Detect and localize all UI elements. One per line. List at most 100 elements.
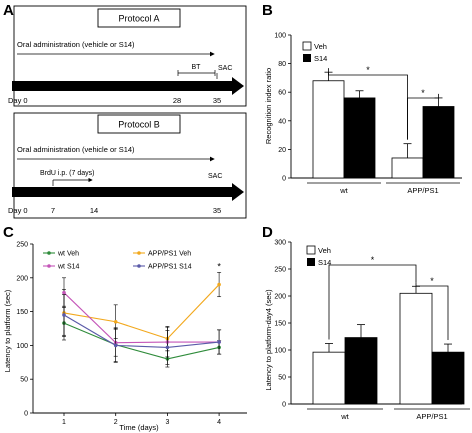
series-app-ps1-s14-point <box>165 345 170 350</box>
sig-app-bracket <box>415 282 449 341</box>
y-tick-label: 150 <box>16 309 28 316</box>
legend-s14-label: S14 <box>318 258 331 267</box>
protocol-a-sac-label: SAC <box>218 65 232 72</box>
bar-s14-app-ps1 <box>431 351 465 405</box>
legend-label: APP/PS1 S14 <box>148 264 192 271</box>
legend-label: wt Veh <box>57 251 79 258</box>
bar-veh-wt <box>312 80 345 179</box>
protocol-a-day35: 35 <box>213 96 221 105</box>
legend-s14-swatch <box>307 258 315 266</box>
protocol-b-day0: Day 0 <box>8 206 28 215</box>
protocol-a-day0: Day 0 <box>8 96 28 105</box>
protocol-b-day35: 35 <box>213 206 221 215</box>
sig-veh-bracket <box>328 264 417 340</box>
series-wt-veh-line <box>63 322 220 360</box>
y-tick-label: 20 <box>278 147 286 154</box>
y-tick-label: 0 <box>282 402 286 409</box>
series-app-ps1-veh-line <box>63 284 220 340</box>
legend-label: APP/PS1 Veh <box>148 251 191 258</box>
x-category-label: APP/PS1 <box>407 186 438 195</box>
series-app-ps1-s14-point <box>62 313 66 317</box>
legend-veh-label: Veh <box>314 42 327 51</box>
protocol-a-title: Protocol A <box>118 14 159 24</box>
bar-veh-app-ps1 <box>391 157 424 179</box>
chart-d: Latency to platform-day4 (sec) Veh S14 0… <box>264 240 470 421</box>
x-category-label: wt <box>339 186 348 195</box>
chart-b: Recognition index ratio Veh S14 0 20 40 60 8… <box>264 33 462 195</box>
legend-veh-swatch <box>302 41 312 51</box>
x-category-label: wt <box>340 412 349 421</box>
panel-label-b: B <box>262 2 273 19</box>
protocol-b-sac-label: SAC <box>208 173 222 180</box>
protocol-b-title-box <box>97 114 181 134</box>
protocol-a-timeline <box>12 77 244 95</box>
protocol-b: Protocol B Oral administration (vehicle … <box>8 112 247 219</box>
y-tick-label: 250 <box>274 267 286 274</box>
y-tick-label: 100 <box>274 33 286 40</box>
panel-label-a: A <box>3 2 14 19</box>
x-tick-label: 4 <box>217 419 221 426</box>
legend-label: wt S14 <box>57 264 80 271</box>
chart-d-ylabel: Latency to platform-day4 (sec) <box>264 289 273 391</box>
bar-s14-wt <box>344 337 378 405</box>
series-app-ps1-veh-point <box>217 282 221 287</box>
sig-app-star: * <box>421 88 425 98</box>
series-app-ps1-s14-point <box>217 340 221 344</box>
y-tick-label: 40 <box>278 118 286 125</box>
protocol-b-brdu-label: BrdU i.p. (7 days) <box>40 170 94 177</box>
protocol-a-day28: 28 <box>173 96 181 105</box>
legend-s14-swatch <box>303 54 311 62</box>
y-tick-label: 80 <box>278 61 286 68</box>
bar-s14-wt <box>343 97 376 179</box>
y-tick-label: 50 <box>20 377 28 384</box>
chart-c-ylabel: Latency to platform (sec) <box>3 289 12 372</box>
y-tick-label: 300 <box>274 240 286 247</box>
protocol-b-day7: 7 <box>51 206 55 215</box>
x-tick-label: 3 <box>165 419 169 426</box>
series-app-ps1-veh-point <box>113 319 118 324</box>
chart-d-legend: Veh S14 <box>306 245 331 267</box>
x-tick-label: 2 <box>114 419 118 426</box>
series-wt-s14-line <box>63 292 220 344</box>
y-tick-label: 200 <box>16 275 28 282</box>
y-tick-label: 100 <box>274 348 286 355</box>
legend-s14-label: S14 <box>314 54 327 63</box>
legend-marker <box>137 251 141 255</box>
x-category-label: APP/PS1 <box>416 412 447 421</box>
protocol-b-day14: 14 <box>90 206 98 215</box>
legend-marker <box>137 264 141 268</box>
legend-marker <box>47 264 51 268</box>
series-app-ps1-s14-line <box>63 314 220 348</box>
bar-s14-app-ps1 <box>422 106 455 179</box>
x-tick-label: 1 <box>62 419 66 426</box>
chart-c-xlabel: Time (days) <box>119 423 159 432</box>
legend-marker <box>47 251 51 255</box>
y-tick-label: 0 <box>282 176 286 183</box>
sig-app-star: * <box>430 276 434 286</box>
y-tick-label: 50 <box>278 375 286 382</box>
protocol-b-timeline <box>12 183 244 201</box>
chart-b-ylabel: Recognition index ratio <box>264 68 273 144</box>
series-wt-s14-point <box>62 290 66 295</box>
y-tick-label: 150 <box>274 321 286 328</box>
y-tick-label: 0 <box>24 411 28 418</box>
legend-veh-label: Veh <box>318 246 331 255</box>
series-app-ps1-s14-point <box>113 343 118 348</box>
y-tick-label: 200 <box>274 294 286 301</box>
y-tick-label: 60 <box>278 90 286 97</box>
panel-label-d: D <box>262 224 273 241</box>
protocol-a-admin-text: Oral administration (vehicle or S14) <box>17 40 135 49</box>
protocol-a-bt-label: BT <box>192 64 202 71</box>
sig-veh-star: * <box>366 65 370 75</box>
protocol-b-title: Protocol B <box>118 120 160 130</box>
sig-star-day4: * <box>217 261 221 271</box>
protocol-b-admin-text: Oral administration (vehicle or S14) <box>17 145 135 154</box>
protocol-a: Protocol A Oral administration (vehicle … <box>8 5 247 107</box>
bar-veh-wt <box>312 351 346 405</box>
panel-label-c: C <box>3 224 14 241</box>
bar-veh-app-ps1 <box>399 292 433 405</box>
chart-b-legend: Veh S14 <box>302 41 327 63</box>
sig-veh-star: * <box>371 255 375 265</box>
y-tick-label: 250 <box>16 242 28 249</box>
